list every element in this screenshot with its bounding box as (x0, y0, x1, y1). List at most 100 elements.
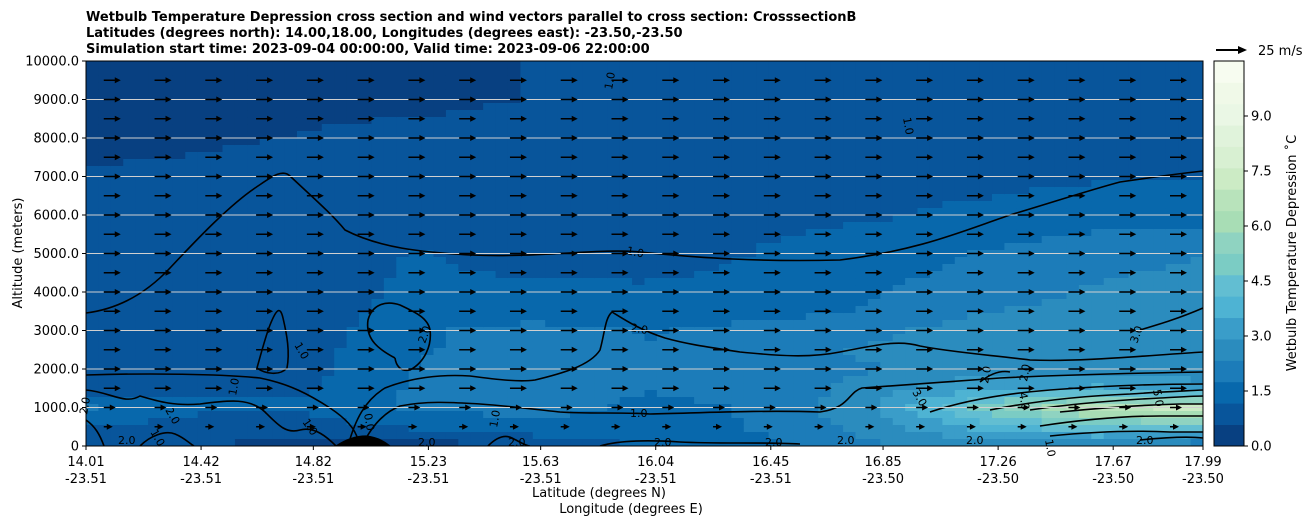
field-cell (396, 110, 410, 118)
field-cell (644, 229, 658, 237)
field-cell (210, 355, 224, 363)
field-cell (979, 152, 993, 160)
field-cell (86, 397, 100, 405)
field-cell (396, 89, 410, 97)
field-cell (1165, 166, 1179, 174)
field-cell (706, 61, 720, 69)
field-cell (371, 271, 385, 279)
field-cell (172, 278, 186, 286)
field-cell (247, 439, 261, 446)
field-cell (86, 390, 100, 398)
field-cell (222, 103, 236, 111)
field-cell (818, 117, 832, 125)
field-cell (1029, 124, 1043, 132)
field-cell (942, 271, 956, 279)
field-cell (805, 299, 819, 307)
field-cell (1128, 110, 1142, 118)
field-cell (731, 124, 745, 132)
field-cell (172, 229, 186, 237)
field-cell (718, 68, 732, 76)
field-cell (1178, 397, 1192, 405)
field-cell (1066, 68, 1080, 76)
field-cell (507, 334, 521, 342)
field-cell (1140, 145, 1154, 153)
field-cell (135, 299, 149, 307)
field-cell (359, 145, 373, 153)
field-cell (470, 187, 484, 195)
field-cell (408, 320, 422, 328)
field-cell (135, 222, 149, 230)
field-cell (967, 117, 981, 125)
field-cell (607, 229, 621, 237)
field-cell (793, 75, 807, 83)
field-cell (830, 110, 844, 118)
field-cell (743, 341, 757, 349)
field-cell (321, 89, 335, 97)
field-cell (197, 334, 211, 342)
field-cell (396, 306, 410, 314)
field-cell (1153, 222, 1167, 230)
field-cell (954, 110, 968, 118)
field-cell (247, 292, 261, 300)
field-cell (383, 341, 397, 349)
field-cell (843, 187, 857, 195)
field-cell (917, 348, 931, 356)
field-cell (247, 229, 261, 237)
field-cell (507, 313, 521, 321)
field-cell (632, 166, 646, 174)
field-cell (706, 236, 720, 244)
field-cell (197, 208, 211, 216)
field-cell (160, 285, 174, 293)
field-cell (396, 369, 410, 377)
field-cell (458, 103, 472, 111)
field-cell (1078, 222, 1092, 230)
field-cell (396, 117, 410, 125)
field-cell (272, 194, 286, 202)
field-cell (309, 313, 323, 321)
field-cell (855, 376, 869, 384)
field-cell (334, 425, 348, 433)
field-cell (272, 257, 286, 265)
field-cell (371, 264, 385, 272)
field-cell (234, 439, 248, 446)
field-cell (296, 68, 310, 76)
field-cell (942, 390, 956, 398)
field-cell (1128, 334, 1142, 342)
field-cell (805, 145, 819, 153)
field-cell (942, 411, 956, 419)
field-cell (781, 166, 795, 174)
field-cell (1103, 131, 1117, 139)
field-cell (607, 264, 621, 272)
field-cell (706, 264, 720, 272)
field-cell (346, 61, 360, 69)
field-cell (706, 257, 720, 265)
field-cell (334, 348, 348, 356)
field-cell (1029, 75, 1043, 83)
field-cell (408, 187, 422, 195)
field-cell (855, 166, 869, 174)
field-cell (210, 131, 224, 139)
field-cell (1091, 138, 1105, 146)
field-cell (532, 320, 546, 328)
field-cell (694, 271, 708, 279)
field-cell (98, 208, 112, 216)
field-cell (954, 334, 968, 342)
field-cell (1128, 439, 1142, 446)
field-cell (818, 110, 832, 118)
field-cell (905, 82, 919, 90)
field-cell (594, 208, 608, 216)
field-cell (781, 320, 795, 328)
field-cell (1054, 103, 1068, 111)
field-cell (706, 75, 720, 83)
field-cell (830, 376, 844, 384)
field-cell (445, 124, 459, 132)
field-cell (284, 201, 298, 209)
field-cell (234, 425, 248, 433)
field-cell (346, 229, 360, 237)
field-cell (86, 299, 100, 307)
field-cell (1029, 159, 1043, 167)
field-cell (1165, 355, 1179, 363)
field-cell (445, 75, 459, 83)
field-cell (532, 68, 546, 76)
field-cell (1103, 61, 1117, 69)
